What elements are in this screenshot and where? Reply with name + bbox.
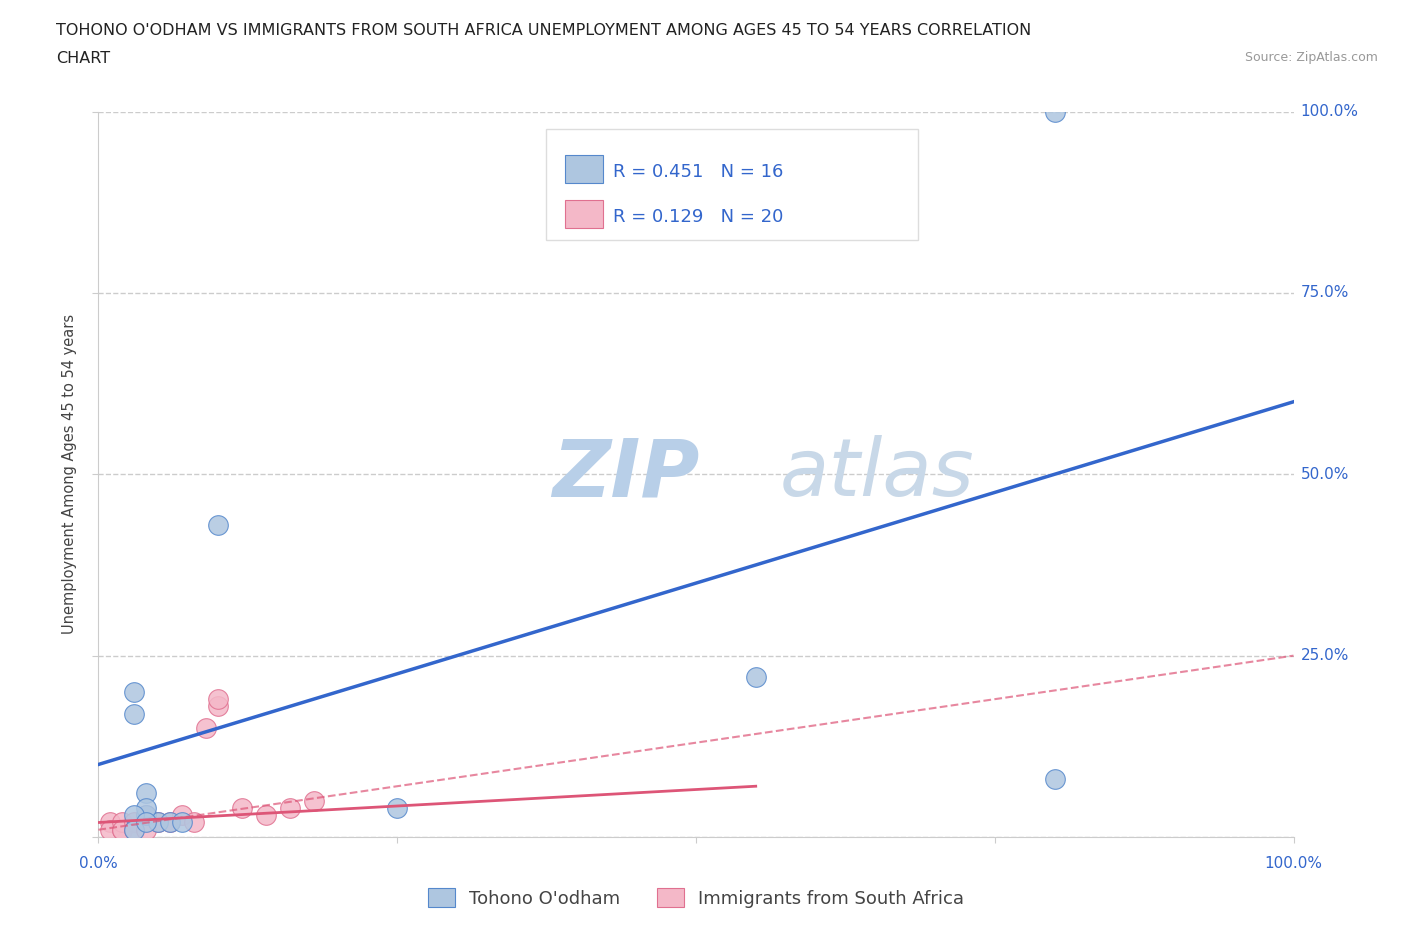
Point: [135, 808, 157, 823]
Text: 100.0%: 100.0%: [1301, 104, 1358, 119]
Point: [254, 808, 277, 823]
Text: Source: ZipAtlas.com: Source: ZipAtlas.com: [1244, 51, 1378, 64]
Point: [207, 699, 229, 714]
Point: [124, 684, 146, 699]
Point: [124, 815, 146, 830]
Text: 0.0%: 0.0%: [79, 856, 118, 870]
Point: [98, 822, 122, 837]
Point: [135, 808, 157, 823]
Point: [183, 815, 205, 830]
Text: atlas: atlas: [779, 435, 974, 513]
Point: [231, 801, 253, 816]
Text: R = 0.129   N = 20: R = 0.129 N = 20: [613, 207, 783, 226]
Point: [745, 670, 768, 684]
Point: [135, 786, 157, 801]
Point: [207, 692, 229, 707]
Point: [148, 815, 170, 830]
Point: [111, 822, 134, 837]
Point: [124, 808, 146, 823]
Point: [111, 815, 134, 830]
Text: ZIP: ZIP: [553, 435, 700, 513]
Point: [385, 801, 409, 816]
Point: [278, 801, 301, 816]
Point: [124, 822, 146, 837]
Point: [194, 721, 217, 736]
Text: 75.0%: 75.0%: [1301, 286, 1348, 300]
Point: [124, 706, 146, 721]
Text: 25.0%: 25.0%: [1301, 648, 1348, 663]
Text: TOHONO O'ODHAM VS IMMIGRANTS FROM SOUTH AFRICA UNEMPLOYMENT AMONG AGES 45 TO 54 : TOHONO O'ODHAM VS IMMIGRANTS FROM SOUTH …: [56, 23, 1032, 38]
Point: [111, 822, 134, 837]
Point: [135, 822, 157, 837]
Text: CHART: CHART: [56, 51, 110, 66]
Text: R = 0.451   N = 16: R = 0.451 N = 16: [613, 163, 783, 181]
Point: [124, 822, 146, 837]
Point: [1043, 772, 1066, 787]
Point: [135, 801, 157, 816]
Text: 50.0%: 50.0%: [1301, 467, 1348, 482]
Point: [148, 815, 170, 830]
Point: [135, 815, 157, 830]
Point: [1043, 104, 1066, 119]
Text: 100.0%: 100.0%: [1264, 856, 1323, 870]
Point: [172, 808, 194, 823]
Point: [159, 815, 181, 830]
Y-axis label: Unemployment Among Ages 45 to 54 years: Unemployment Among Ages 45 to 54 years: [62, 314, 77, 634]
Legend: Tohono O'odham, Immigrants from South Africa: Tohono O'odham, Immigrants from South Af…: [420, 882, 972, 915]
Point: [159, 815, 181, 830]
Point: [172, 815, 194, 830]
Point: [207, 518, 229, 533]
Point: [98, 815, 122, 830]
Point: [302, 793, 325, 808]
